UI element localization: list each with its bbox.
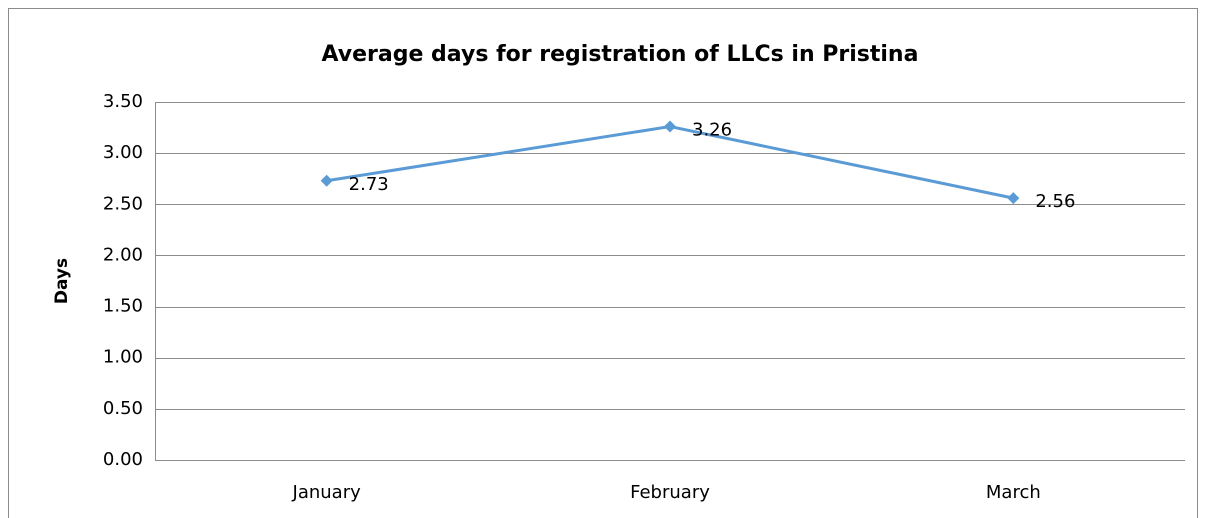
y-axis-label: Days [52,258,72,304]
marker [320,174,333,187]
data-line [326,125,1014,200]
x-tick-label: January [292,482,362,503]
marker [664,120,676,133]
y-tick-label: 2.50 [103,193,143,214]
chart-border [8,8,1198,518]
y-tick-label: 0.00 [103,449,143,470]
data-label: 3.26 [692,120,732,141]
data-label: 2.73 [349,174,389,195]
y-tick-label: 1.50 [103,296,143,317]
x-tick-label: March [986,482,1041,503]
chart-title: Average days for registration of LLCs in… [322,42,919,67]
data-label: 2.56 [1035,191,1075,212]
y-tick-label: 2.00 [103,244,143,265]
y-tick-label: 3.00 [103,142,143,163]
y-tick-label: 3.50 [103,91,143,112]
y-tick-label: 1.00 [103,347,143,368]
x-tick-label: February [630,482,710,503]
y-tick-label: 0.50 [103,398,143,419]
marker [1007,192,1020,205]
